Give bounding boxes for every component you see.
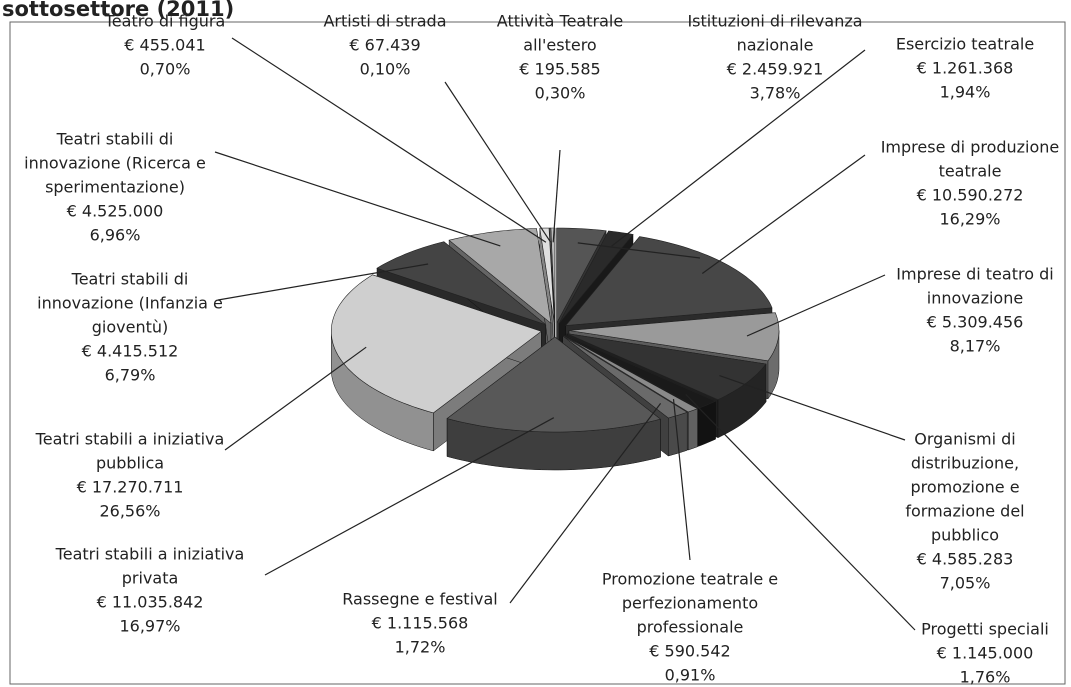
- slice-side: [668, 411, 688, 457]
- leader-line: [701, 154, 866, 274]
- percent-label: 6,96%: [90, 226, 141, 245]
- slice-label: perfezionamento: [622, 594, 758, 613]
- slice-label: Promozione teatrale e: [602, 570, 778, 589]
- value-label: € 10.590.272: [917, 186, 1024, 205]
- percent-label: 6,79%: [105, 366, 156, 385]
- value-label: € 590.542: [649, 642, 730, 661]
- slice: [558, 230, 634, 324]
- leader-line: [672, 399, 691, 561]
- value-label: € 17.270.711: [77, 478, 184, 497]
- slice-side: [687, 408, 698, 451]
- leader-line: [444, 81, 552, 243]
- slice-label: Attività Teatrale: [497, 12, 623, 31]
- slice-label: Teatri stabili di: [71, 270, 189, 289]
- leader-line: [264, 417, 555, 576]
- value-label: € 11.035.842: [97, 593, 204, 612]
- leader-line: [214, 151, 501, 247]
- slice-label: privata: [122, 569, 179, 588]
- slice: [565, 236, 773, 326]
- slice-label: innovazione: [927, 289, 1023, 308]
- percent-label: 16,97%: [119, 617, 180, 636]
- slice-label: Teatro di figura: [104, 12, 226, 31]
- percent-label: 16,29%: [939, 210, 1000, 229]
- slice-label: innovazione (Ricerca e: [24, 154, 206, 173]
- slice-label: pubblica: [96, 454, 164, 473]
- leader-line: [217, 263, 429, 301]
- slice-label: all'estero: [523, 36, 596, 55]
- slice: [539, 227, 555, 324]
- value-label: € 2.459.921: [727, 60, 824, 79]
- percent-label: 26,56%: [99, 502, 160, 521]
- value-label: € 1.115.568: [372, 614, 469, 633]
- slice-label: Teatri stabili di: [56, 130, 174, 149]
- value-label: € 5.309.456: [927, 313, 1024, 332]
- slice: [566, 333, 767, 401]
- percent-label: 3,78%: [750, 84, 801, 103]
- slice-side: [698, 400, 716, 447]
- chart-frame: [9, 21, 1066, 685]
- slice-label: nazionale: [737, 36, 814, 55]
- slice-label: gioventù): [92, 318, 169, 337]
- slice-label: sperimentazione): [45, 178, 185, 197]
- slice: [376, 241, 546, 325]
- leader-line: [746, 274, 886, 337]
- slice-label: innovazione (Infanzia e: [37, 294, 223, 313]
- slice-label: Rassegne e festival: [342, 590, 498, 609]
- percent-label: 1,94%: [940, 83, 991, 102]
- slice: [556, 227, 607, 324]
- leader-line: [577, 242, 701, 259]
- slice-label: Organismi di: [914, 430, 1016, 449]
- slice-group: [446, 336, 662, 471]
- leader-line: [719, 375, 906, 441]
- value-label: € 195.585: [519, 60, 600, 79]
- slice-label: Istituzioni di rilevanza: [687, 12, 862, 31]
- slice-label: Progetti speciali: [921, 620, 1049, 639]
- leader-line: [509, 403, 662, 604]
- slice: [549, 227, 555, 324]
- slice-label: Artisti di strada: [323, 12, 446, 31]
- slice-label: formazione del: [905, 502, 1024, 521]
- value-label: € 1.261.368: [917, 59, 1014, 78]
- value-label: € 4.525.000: [67, 202, 164, 221]
- percent-label: 0,10%: [360, 60, 411, 79]
- slice-label: promozione e: [910, 478, 1019, 497]
- value-label: € 455.041: [124, 36, 205, 55]
- percent-label: 0,30%: [535, 84, 586, 103]
- leader-line: [231, 37, 547, 243]
- percent-label: 7,05%: [940, 574, 991, 593]
- percent-label: 1,76%: [960, 668, 1011, 687]
- percent-label: 8,17%: [950, 337, 1001, 356]
- slice-label: professionale: [637, 618, 744, 637]
- slice-label: pubblico: [931, 526, 999, 545]
- chart-title: sottosettore (2011): [2, 0, 234, 21]
- slice-label: Teatri stabili a iniziativa: [35, 430, 225, 449]
- slice-label: Imprese di teatro di: [896, 265, 1053, 284]
- slice-label: Teatri stabili a iniziativa: [55, 545, 245, 564]
- slice-label: teatrale: [939, 162, 1002, 181]
- slice: [563, 335, 699, 413]
- leader-line: [611, 49, 866, 247]
- leader-line: [552, 149, 561, 243]
- slice-label: Esercizio teatrale: [896, 35, 1034, 54]
- value-label: € 67.439: [349, 36, 420, 55]
- leader-line: [685, 393, 916, 631]
- value-label: € 4.585.283: [917, 550, 1014, 569]
- percent-label: 1,72%: [395, 638, 446, 657]
- value-label: € 4.415.512: [82, 342, 179, 361]
- slice: [446, 336, 662, 433]
- value-label: € 1.145.000: [937, 644, 1034, 663]
- leader-line: [224, 346, 367, 451]
- percent-label: 0,91%: [665, 666, 716, 685]
- slice-label: distribuzione,: [911, 454, 1019, 473]
- slice: [562, 335, 688, 419]
- slice: [568, 312, 780, 362]
- slice: [331, 274, 542, 414]
- slice-label: Imprese di produzione: [881, 138, 1060, 157]
- percent-label: 0,70%: [140, 60, 191, 79]
